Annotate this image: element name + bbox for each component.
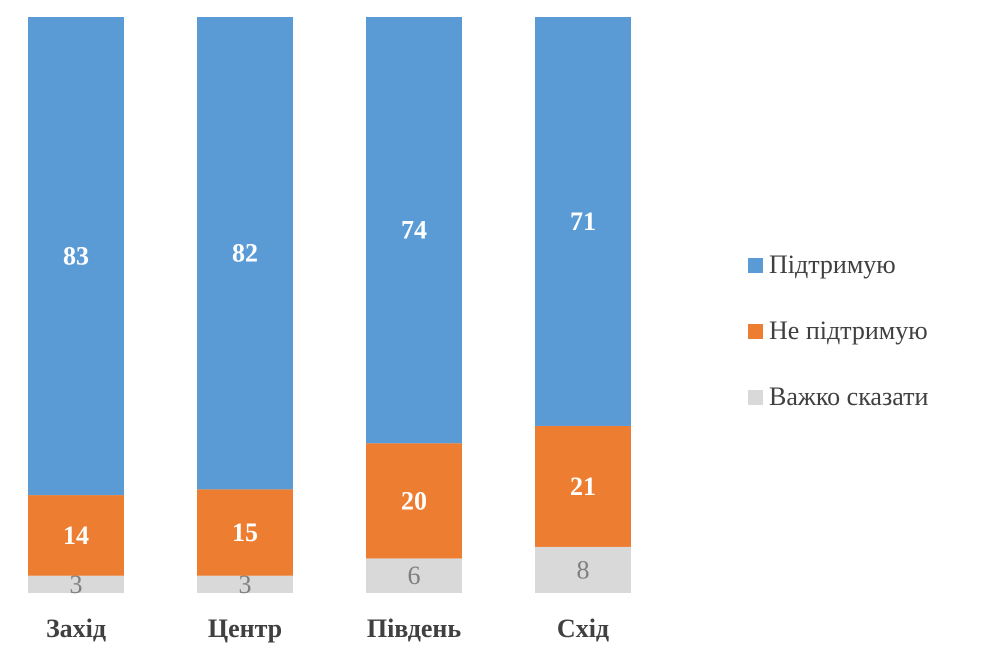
legend-item-hard-to-say: Важко сказати (748, 364, 928, 430)
data-label: 3 (239, 570, 252, 599)
bar-segment (535, 425, 631, 547)
data-label: 3 (70, 570, 83, 599)
bar-segment (366, 558, 462, 593)
data-label: 6 (408, 561, 421, 590)
data-label: 21 (570, 472, 596, 501)
category-label: Центр (208, 614, 282, 643)
bar-segment (28, 495, 124, 576)
legend-swatch-support (748, 257, 763, 273)
category-label: Захід (46, 614, 106, 643)
legend-item-support: Підтримую (748, 232, 928, 298)
legend-label-not-support: Не підтримую (769, 316, 928, 345)
bar-segment (535, 546, 631, 593)
bar-segment (28, 575, 124, 593)
legend-label-hard-to-say: Важко сказати (769, 382, 929, 411)
legend-label-support: Підтримую (769, 250, 896, 279)
data-label: 14 (63, 521, 89, 550)
legend-item-not-support: Не підтримую (748, 298, 928, 364)
legend-swatch-hard-to-say (748, 389, 763, 405)
legend: Підтримую Не підтримую Важко сказати (748, 232, 928, 430)
legend-swatch-not-support (748, 323, 763, 339)
data-label: 82 (232, 239, 258, 268)
bar-segment (28, 17, 124, 496)
data-label: 83 (63, 242, 89, 271)
data-label: 20 (401, 486, 427, 515)
category-label: Південь (367, 614, 462, 643)
data-label: 71 (570, 207, 596, 236)
data-label: 8 (577, 555, 590, 584)
bar-segment (197, 17, 293, 490)
data-label: 74 (401, 216, 427, 245)
bar-segment (366, 443, 462, 559)
category-label: Схід (557, 614, 609, 643)
bar-segment (197, 575, 293, 593)
data-label: 15 (232, 518, 258, 547)
bar-segment (366, 17, 462, 444)
bar-segment (197, 489, 293, 576)
bar-segment (535, 17, 631, 426)
